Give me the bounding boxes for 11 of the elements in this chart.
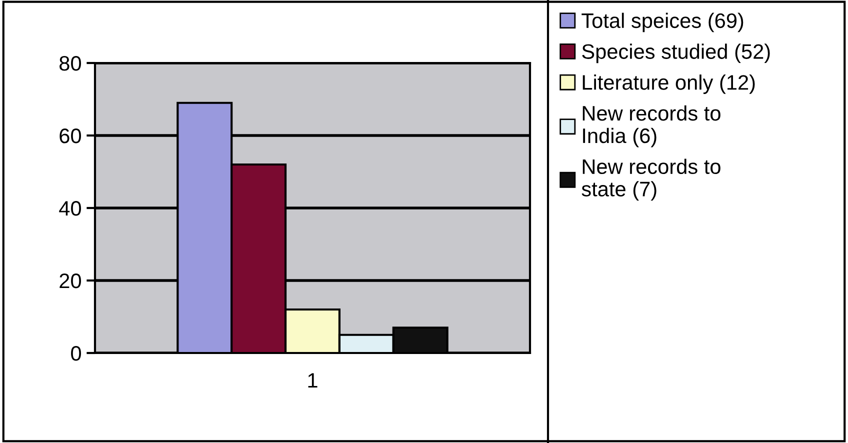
y-tick-label: 60: [60, 128, 81, 144]
legend-label: Literature only (12): [582, 74, 755, 94]
y-tick-label: 80: [60, 56, 81, 71]
legend-label: New records to India (6): [582, 105, 720, 148]
y-tick-label: 20: [60, 274, 81, 288]
legend-label: Total speices (69): [582, 12, 744, 32]
legend-label: Species studied (52): [582, 44, 770, 64]
y-tick-label: 0: [71, 346, 81, 361]
y-tick-label: 40: [59, 201, 81, 216]
x-tick-label: 1: [308, 373, 318, 388]
legend-label: New records to state (7): [582, 158, 720, 201]
